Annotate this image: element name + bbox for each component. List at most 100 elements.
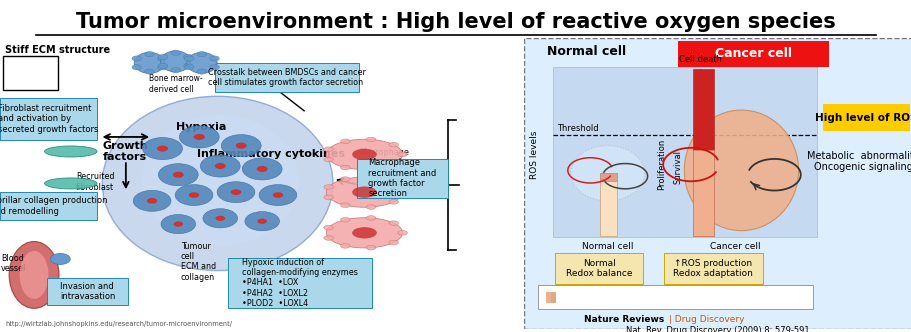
FancyBboxPatch shape: [822, 104, 909, 131]
Ellipse shape: [179, 126, 219, 148]
Text: Nature Reviews: Nature Reviews: [583, 315, 663, 324]
Text: Tumour
cell: Tumour cell: [180, 242, 210, 261]
Ellipse shape: [326, 177, 402, 207]
Ellipse shape: [388, 180, 398, 185]
Ellipse shape: [45, 146, 97, 157]
Ellipse shape: [352, 149, 376, 160]
Ellipse shape: [134, 52, 165, 73]
Ellipse shape: [388, 200, 398, 204]
Ellipse shape: [183, 63, 193, 68]
Ellipse shape: [217, 182, 254, 203]
FancyBboxPatch shape: [545, 292, 555, 303]
Ellipse shape: [340, 203, 350, 208]
Ellipse shape: [683, 110, 798, 231]
FancyBboxPatch shape: [663, 253, 762, 284]
Ellipse shape: [189, 192, 199, 198]
Ellipse shape: [230, 189, 241, 195]
Ellipse shape: [102, 96, 333, 271]
FancyBboxPatch shape: [0, 192, 97, 220]
FancyBboxPatch shape: [47, 278, 128, 305]
FancyBboxPatch shape: [215, 63, 359, 92]
FancyBboxPatch shape: [356, 159, 448, 198]
Ellipse shape: [352, 227, 376, 238]
Text: Nat. Rev. Drug Discovery (2009) 8: 579-591: Nat. Rev. Drug Discovery (2009) 8: 579-5…: [626, 326, 809, 332]
FancyBboxPatch shape: [692, 150, 713, 236]
Ellipse shape: [210, 65, 219, 70]
Ellipse shape: [147, 198, 157, 204]
Ellipse shape: [326, 139, 402, 169]
Ellipse shape: [145, 69, 154, 74]
FancyBboxPatch shape: [537, 285, 813, 309]
Ellipse shape: [242, 158, 281, 180]
Ellipse shape: [259, 185, 296, 206]
Ellipse shape: [175, 185, 212, 206]
Ellipse shape: [397, 230, 407, 235]
Ellipse shape: [50, 253, 70, 265]
Text: Normal cell: Normal cell: [547, 45, 625, 58]
Text: Exogenous ROS stress: Exogenous ROS stress: [559, 292, 649, 301]
Ellipse shape: [141, 115, 299, 246]
Text: Proliferation: Proliferation: [657, 139, 666, 190]
Ellipse shape: [256, 166, 268, 172]
Ellipse shape: [323, 225, 333, 230]
Ellipse shape: [323, 147, 333, 151]
Text: Recruited
fibroblast: Recruited fibroblast: [76, 172, 115, 192]
Text: Macrophage: Macrophage: [359, 148, 409, 157]
Ellipse shape: [45, 178, 97, 189]
Ellipse shape: [272, 192, 282, 198]
Ellipse shape: [352, 187, 376, 198]
Ellipse shape: [160, 51, 190, 72]
Ellipse shape: [210, 56, 219, 61]
Ellipse shape: [145, 51, 154, 57]
Text: Stiff ECM structure: Stiff ECM structure: [5, 45, 110, 55]
Text: Cancer cell: Cancer cell: [710, 242, 760, 251]
FancyBboxPatch shape: [228, 258, 372, 308]
Text: ECM and
collagen: ECM and collagen: [180, 262, 216, 282]
Ellipse shape: [184, 56, 194, 61]
Ellipse shape: [183, 54, 193, 60]
Ellipse shape: [172, 172, 184, 178]
Ellipse shape: [161, 214, 195, 234]
Ellipse shape: [132, 65, 141, 70]
FancyBboxPatch shape: [3, 55, 57, 91]
Text: Hypoxia: Hypoxia: [176, 122, 226, 132]
Ellipse shape: [388, 162, 398, 166]
Ellipse shape: [323, 157, 333, 162]
Ellipse shape: [133, 190, 170, 211]
Ellipse shape: [215, 216, 225, 221]
Text: Threshold: Threshold: [557, 124, 599, 133]
Ellipse shape: [203, 209, 237, 228]
Text: Tumor microenvironment : High level of reactive oxygen species: Tumor microenvironment : High level of r…: [76, 12, 835, 32]
Ellipse shape: [45, 114, 97, 125]
Ellipse shape: [170, 67, 180, 73]
Ellipse shape: [340, 244, 350, 248]
Ellipse shape: [235, 143, 247, 149]
Ellipse shape: [326, 218, 402, 248]
Ellipse shape: [132, 56, 141, 61]
Circle shape: [570, 146, 644, 201]
Text: Antioxidants: Antioxidants: [744, 292, 794, 301]
Ellipse shape: [158, 65, 167, 70]
Text: Metabolic  abnormality
Oncogenic signaling: Metabolic abnormality Oncogenic signalin…: [806, 151, 911, 172]
Ellipse shape: [388, 142, 398, 147]
Text: Pro-oxidants: Pro-oxidants: [665, 292, 715, 301]
Text: Macrophage
recruitment and
growth factor
secretion: Macrophage recruitment and growth factor…: [368, 158, 436, 199]
Ellipse shape: [184, 65, 194, 70]
Text: Survival: Survival: [672, 150, 681, 185]
Ellipse shape: [9, 241, 59, 308]
Ellipse shape: [397, 190, 407, 195]
Ellipse shape: [366, 216, 375, 220]
Ellipse shape: [159, 54, 168, 60]
Text: ROS levels: ROS levels: [529, 130, 538, 179]
Text: http://wirtzlab.johnshopkins.edu/research/tumor-microenvironment/: http://wirtzlab.johnshopkins.edu/researc…: [5, 321, 232, 327]
Text: Growth
factors: Growth factors: [102, 141, 148, 162]
Text: ↑ROS production
Redox adaptation: ↑ROS production Redox adaptation: [672, 259, 752, 278]
Ellipse shape: [197, 69, 207, 74]
Ellipse shape: [366, 175, 375, 180]
FancyBboxPatch shape: [692, 69, 713, 236]
Text: Bone marrow-
derived cell: Bone marrow- derived cell: [149, 74, 203, 94]
Text: Fibroblast recruitment
and activation by
secreted growth factors: Fibroblast recruitment and activation by…: [0, 104, 98, 134]
FancyBboxPatch shape: [599, 173, 617, 181]
Ellipse shape: [257, 218, 267, 224]
FancyBboxPatch shape: [677, 41, 828, 67]
